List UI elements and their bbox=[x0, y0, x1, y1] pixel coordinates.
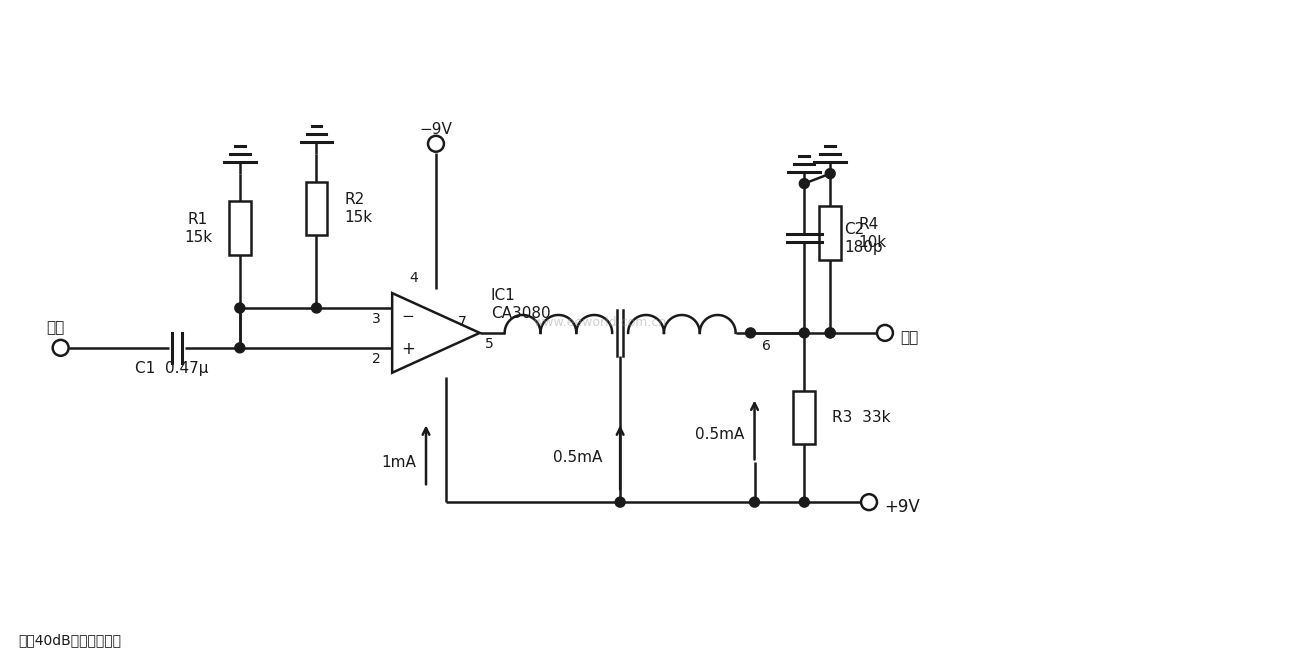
Bar bbox=[306, 182, 328, 235]
Text: 输出: 输出 bbox=[900, 330, 919, 345]
Text: R3  33k: R3 33k bbox=[833, 410, 891, 425]
Text: 6: 6 bbox=[762, 339, 771, 353]
Text: 3: 3 bbox=[372, 312, 381, 326]
Text: 5: 5 bbox=[485, 337, 494, 351]
Circle shape bbox=[799, 328, 809, 338]
Text: www.eeworld.com.cn: www.eeworld.com.cn bbox=[533, 317, 667, 330]
Bar bbox=[794, 390, 816, 445]
Circle shape bbox=[745, 328, 756, 338]
Bar bbox=[229, 202, 251, 255]
Text: 1mA: 1mA bbox=[381, 455, 416, 470]
Text: 交流40dB反相放大电路: 交流40dB反相放大电路 bbox=[18, 633, 121, 648]
Text: C1  0.47μ: C1 0.47μ bbox=[135, 360, 209, 375]
Text: −: − bbox=[402, 310, 415, 325]
Text: IC1
CA3080: IC1 CA3080 bbox=[490, 288, 550, 321]
Text: R4
10k: R4 10k bbox=[859, 217, 886, 249]
Circle shape bbox=[615, 497, 624, 507]
Circle shape bbox=[311, 303, 321, 313]
Text: 4: 4 bbox=[410, 271, 419, 285]
Circle shape bbox=[235, 303, 245, 313]
Circle shape bbox=[799, 178, 809, 189]
Circle shape bbox=[825, 328, 835, 338]
Text: 7: 7 bbox=[458, 315, 467, 329]
Text: −9V: −9V bbox=[419, 122, 453, 137]
Text: R2
15k: R2 15k bbox=[345, 192, 372, 225]
Text: C2
180p: C2 180p bbox=[844, 222, 883, 255]
Text: +: + bbox=[401, 340, 415, 358]
Circle shape bbox=[799, 497, 809, 507]
Circle shape bbox=[825, 168, 835, 178]
Text: 0.5mA: 0.5mA bbox=[553, 450, 602, 465]
Circle shape bbox=[749, 497, 760, 507]
Text: 0.5mA: 0.5mA bbox=[695, 427, 744, 442]
Text: +9V: +9V bbox=[883, 498, 920, 516]
Text: 2: 2 bbox=[372, 352, 381, 366]
Bar bbox=[820, 206, 842, 261]
Circle shape bbox=[825, 328, 835, 338]
Circle shape bbox=[235, 343, 245, 353]
Text: 输入: 输入 bbox=[47, 320, 65, 335]
Text: R1
15k: R1 15k bbox=[183, 212, 212, 245]
